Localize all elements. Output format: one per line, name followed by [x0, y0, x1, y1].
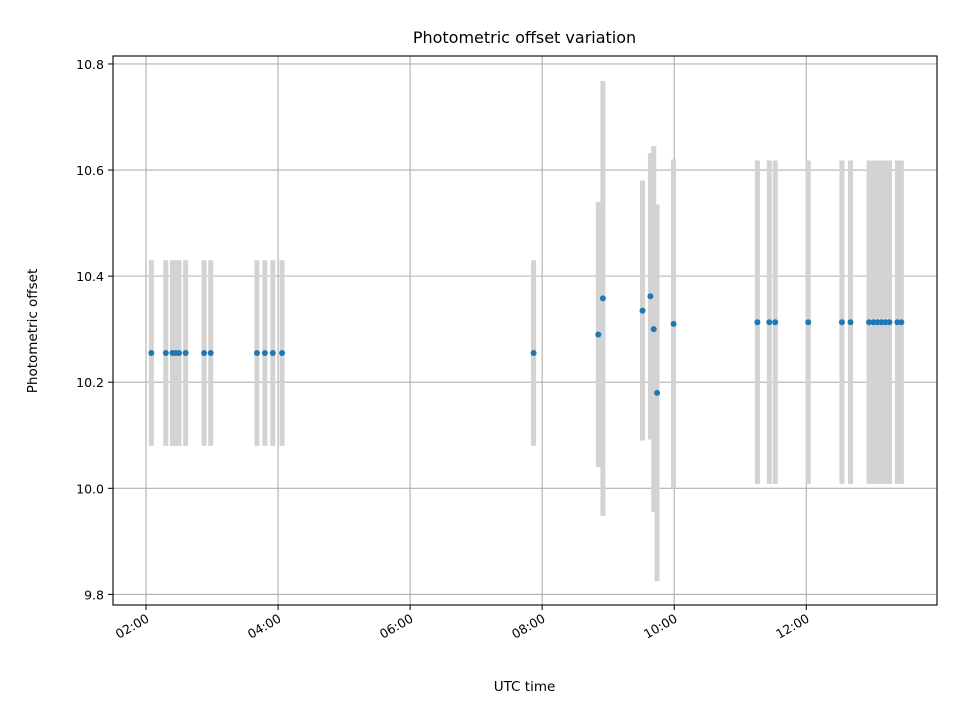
data-point — [269, 350, 276, 357]
data-point — [162, 350, 169, 357]
data-point — [253, 350, 260, 357]
data-point — [805, 319, 812, 326]
y-axis: 9.8 10.0 10.2 10.4 10.6 10.8 — [76, 57, 113, 602]
y-tick-label: 10.8 — [76, 57, 104, 72]
data-point — [898, 319, 905, 326]
y-axis-title: Photometric offset — [25, 269, 41, 393]
data-points — [148, 293, 905, 396]
data-point — [182, 350, 189, 357]
y-tick-label: 10.0 — [76, 481, 104, 496]
data-point — [207, 350, 214, 357]
data-point — [148, 350, 155, 357]
y-tick-label: 10.2 — [76, 375, 104, 390]
data-point — [838, 319, 845, 326]
data-point — [595, 331, 602, 338]
data-point — [599, 295, 606, 302]
x-axis-title: UTC time — [494, 679, 556, 695]
data-point — [279, 350, 286, 357]
data-point — [865, 319, 872, 326]
data-point — [176, 350, 183, 357]
data-point — [530, 350, 537, 357]
y-tick-label: 10.4 — [76, 269, 104, 284]
data-point — [654, 389, 661, 396]
grid — [113, 56, 937, 605]
data-point — [261, 350, 268, 357]
data-point — [754, 319, 761, 326]
y-tick-label: 9.8 — [84, 587, 104, 602]
chart-title: Photometric offset variation — [413, 28, 636, 47]
data-point — [670, 320, 677, 327]
data-point — [772, 319, 779, 326]
data-point — [647, 293, 654, 300]
data-point — [847, 319, 854, 326]
y-tick-label: 10.6 — [76, 163, 104, 178]
data-point — [886, 319, 893, 326]
data-point — [201, 350, 208, 357]
plot-area-frame — [112, 55, 938, 606]
data-point — [766, 319, 773, 326]
data-point — [650, 326, 657, 333]
data-point — [639, 307, 646, 314]
